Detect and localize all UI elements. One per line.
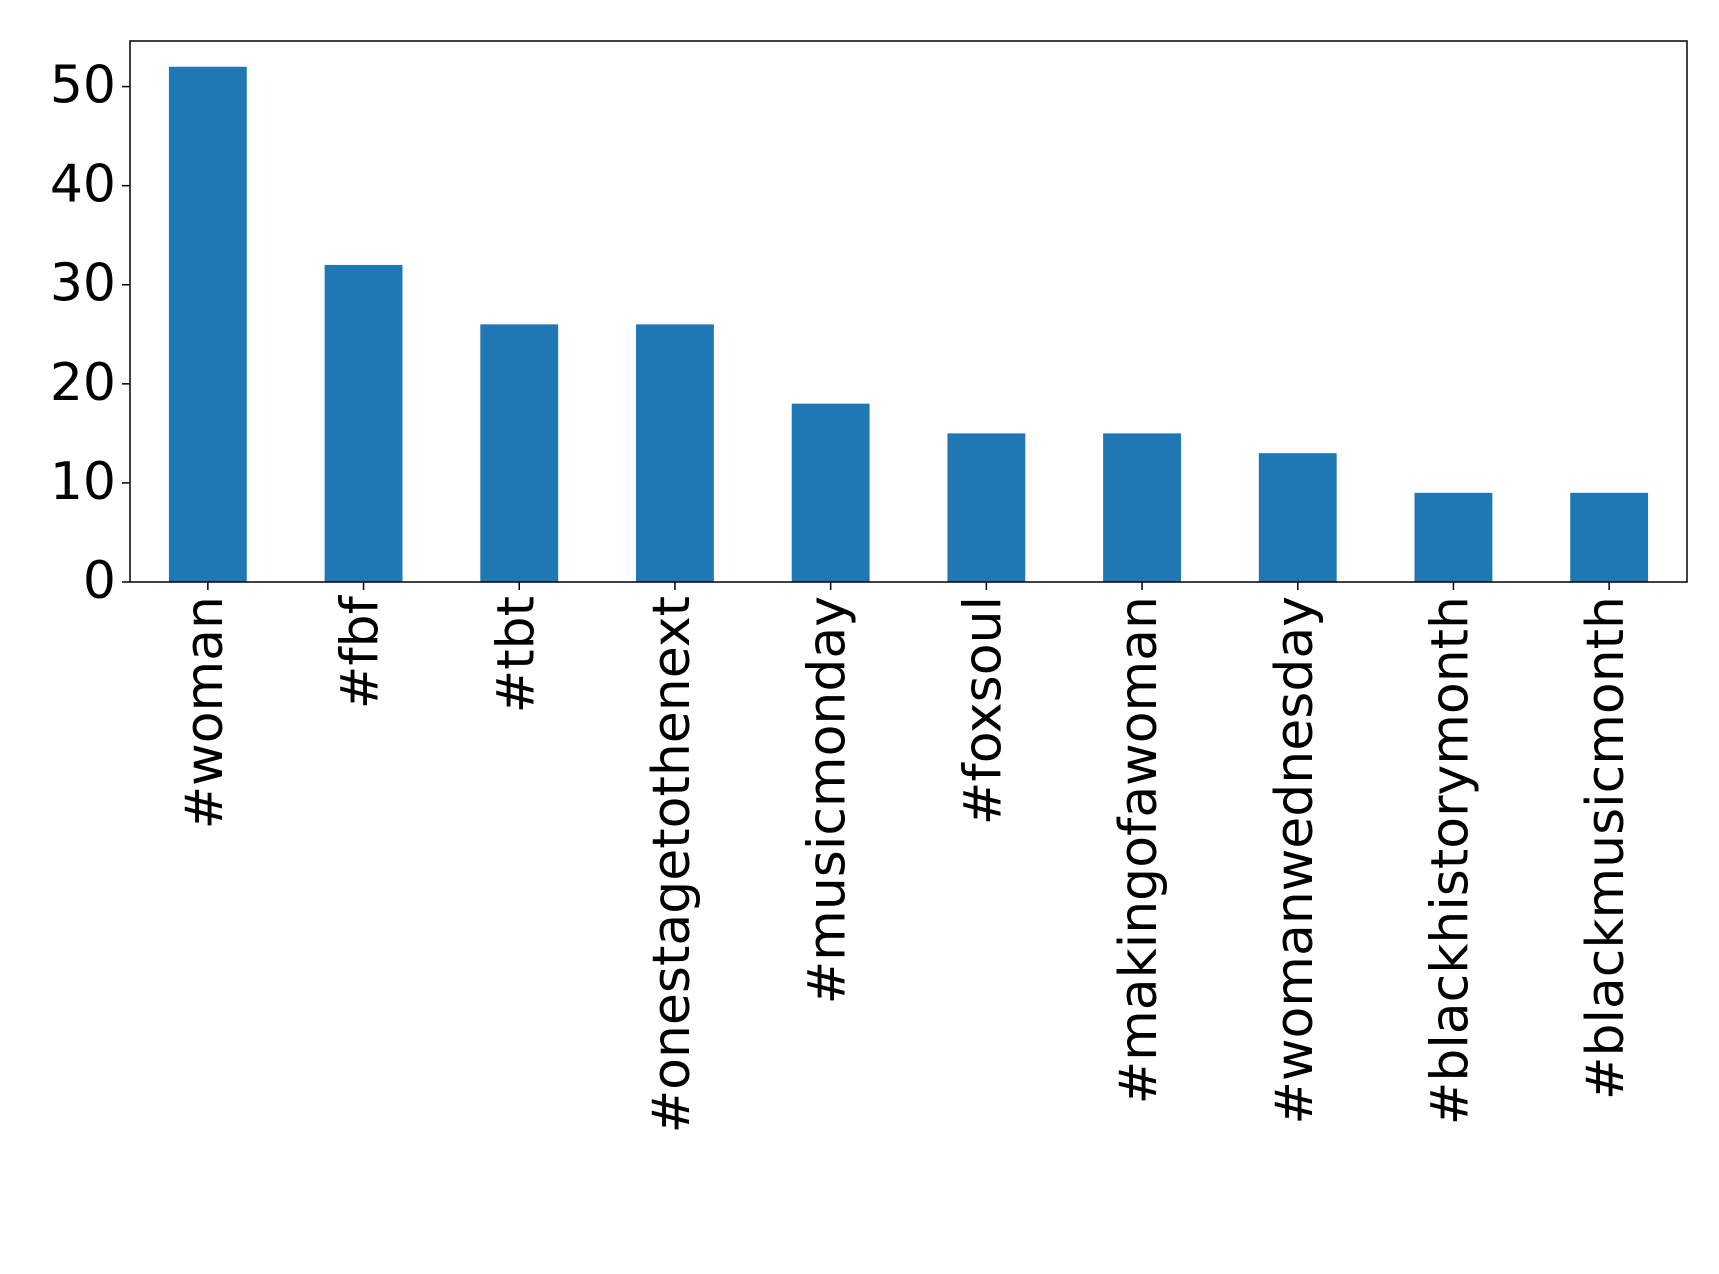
bar	[168, 66, 247, 582]
bar	[1570, 492, 1649, 582]
bar	[791, 403, 870, 582]
y-tick-label: 0	[83, 551, 116, 611]
x-tick-label: #blackmusicmonth	[1576, 596, 1636, 1100]
y-tick-label: 40	[50, 155, 116, 215]
x-tick-label: #woman	[175, 596, 235, 829]
x-tick-label: #onestagetothenext	[642, 596, 702, 1133]
x-tick-label: #foxsoul	[953, 596, 1013, 825]
y-tick-label: 20	[50, 353, 116, 413]
x-tick-label: #blackhistorymonth	[1420, 596, 1480, 1125]
bar	[1414, 492, 1493, 582]
x-tick-label: #musicmonday	[798, 596, 858, 1004]
x-tick-label: #makingofawoman	[1109, 596, 1169, 1104]
bar	[480, 324, 559, 582]
y-tick-label: 50	[50, 56, 116, 116]
x-tick-label: #womanwednesday	[1265, 596, 1325, 1125]
x-tick-label: #tbt	[486, 596, 546, 713]
axes-frame	[129, 40, 1688, 583]
bar	[947, 433, 1026, 582]
y-tick-label: 10	[50, 452, 116, 512]
bar	[1103, 433, 1181, 582]
x-tick-label: #fbf	[331, 594, 391, 709]
y-tick-label: 30	[50, 254, 116, 314]
bar	[636, 324, 714, 582]
bar	[324, 264, 403, 582]
bar	[1258, 453, 1337, 582]
